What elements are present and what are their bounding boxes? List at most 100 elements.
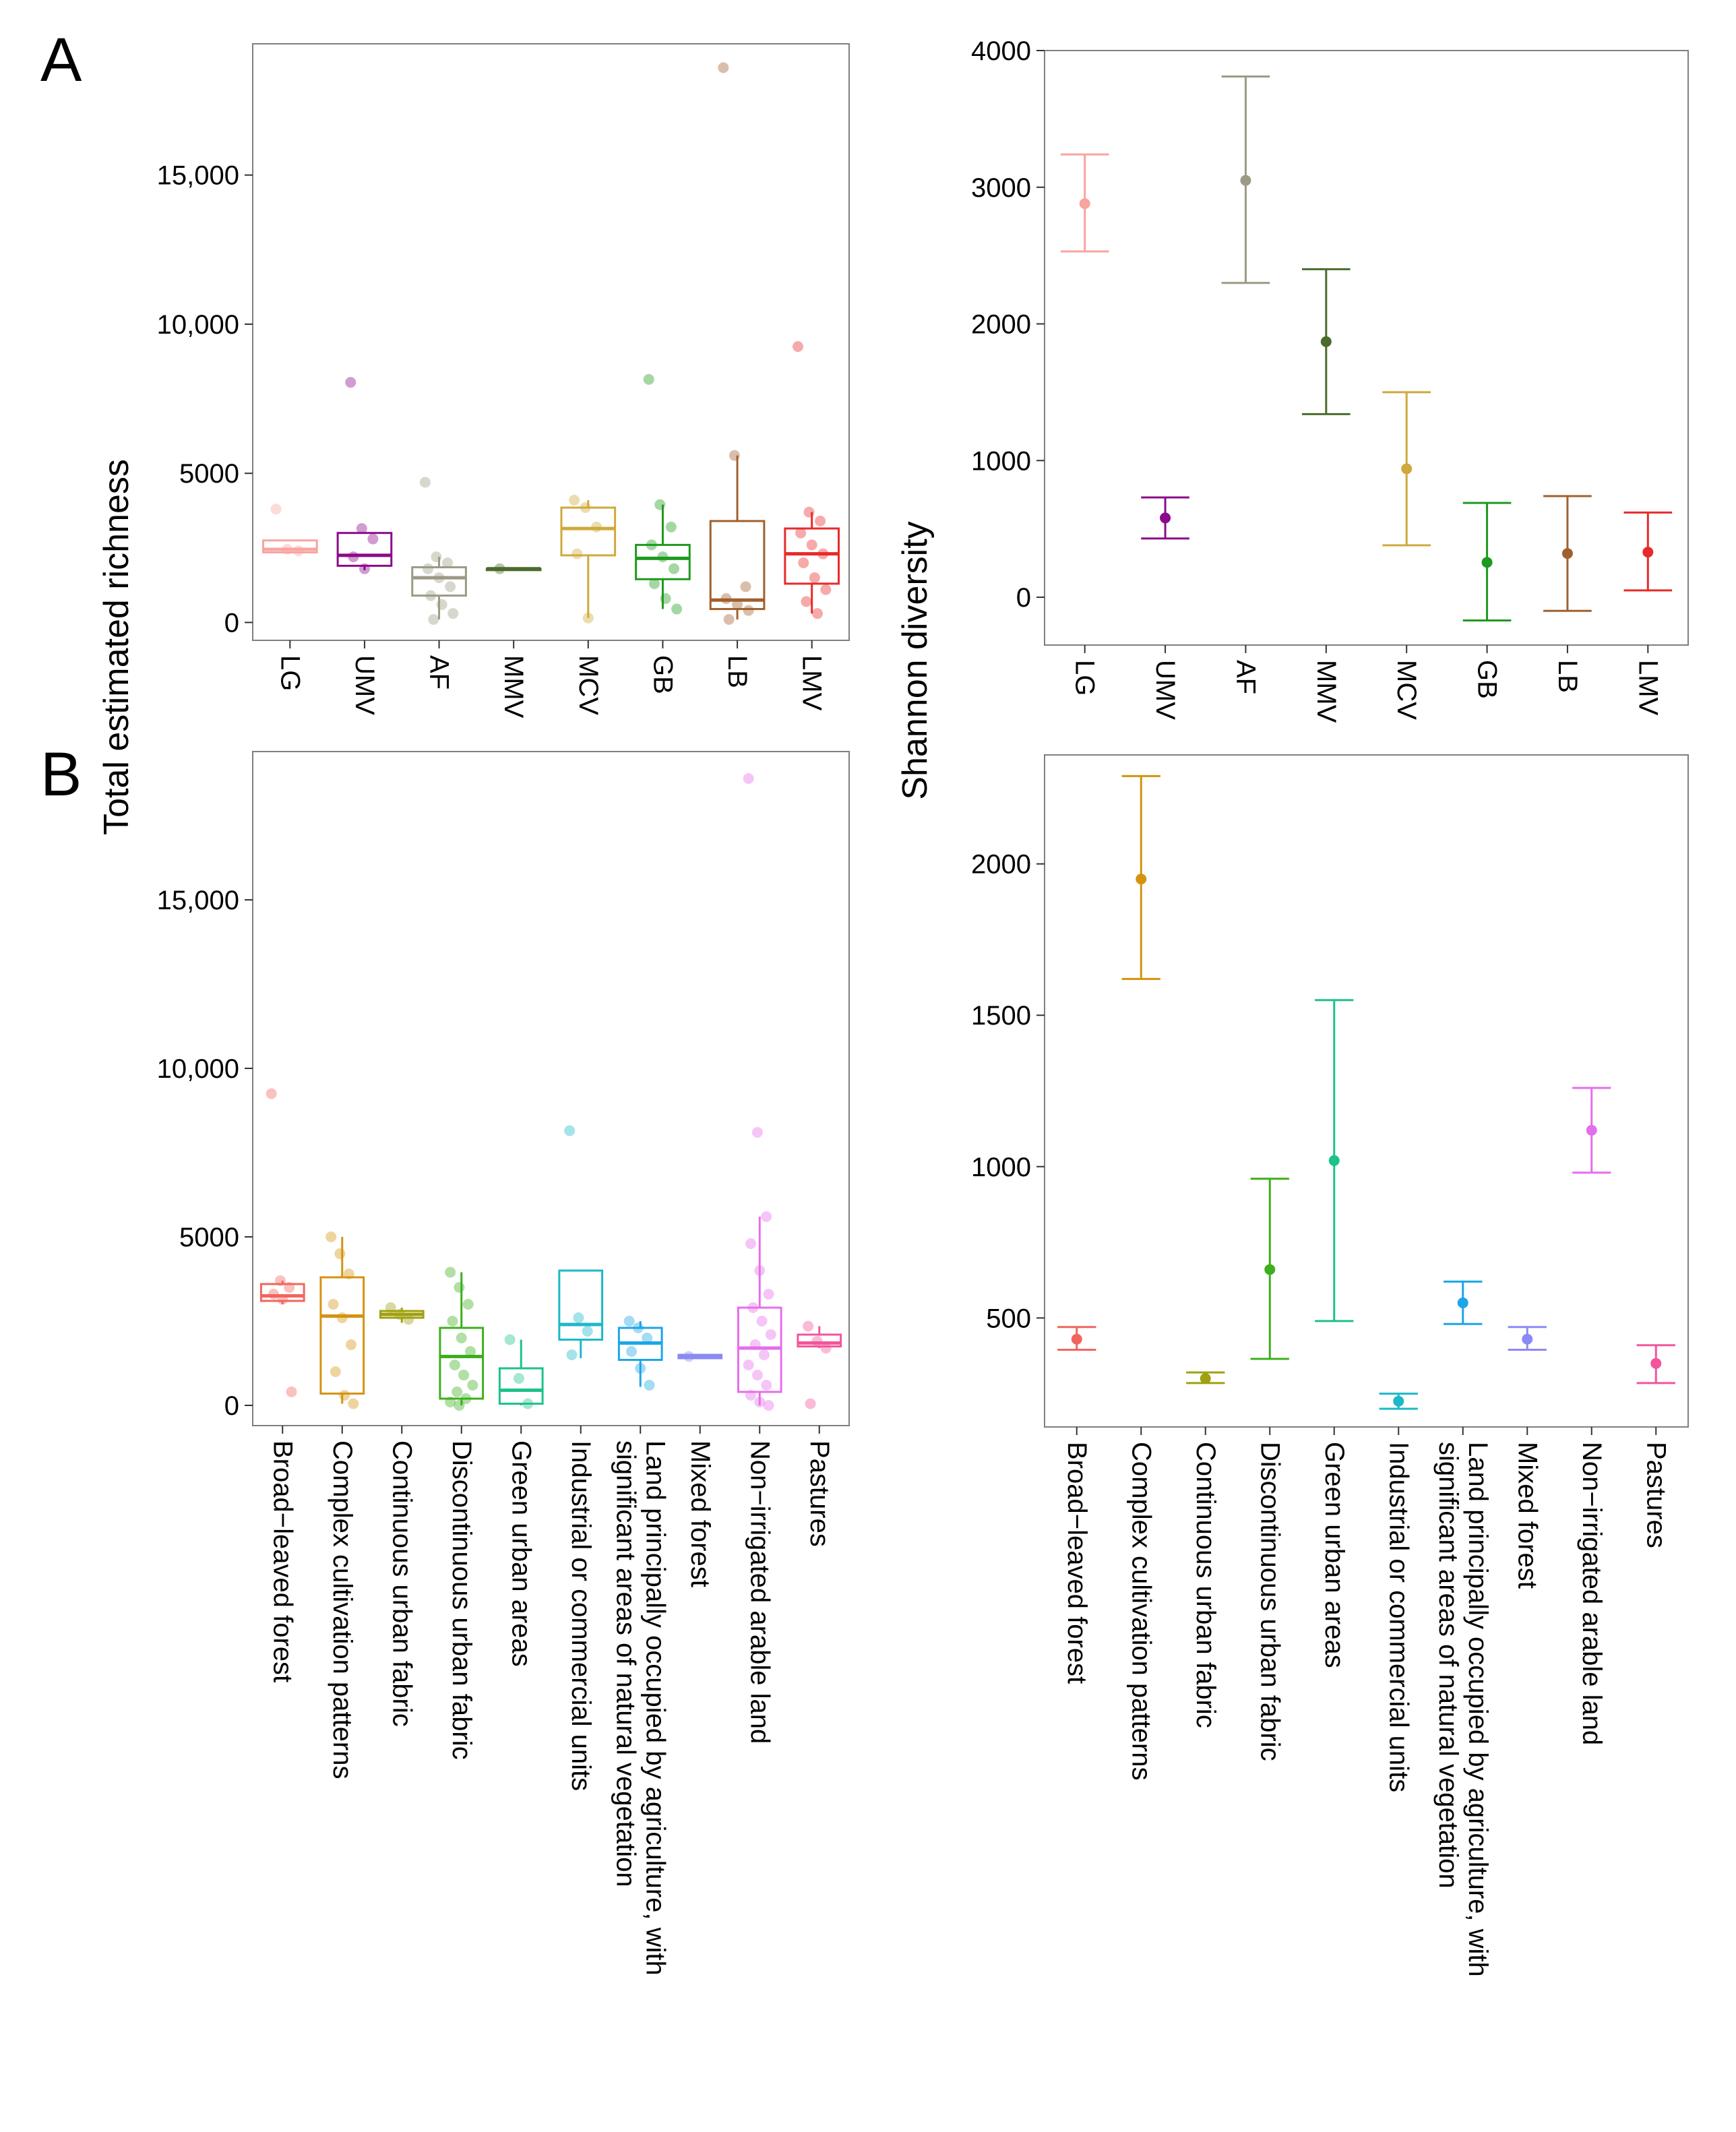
x-tick-label-line: AF: [425, 655, 454, 690]
y-tick-label: 10,000: [157, 1054, 239, 1084]
data-point: [566, 1349, 578, 1360]
box-group: [617, 1316, 663, 1391]
x-tick-label: Industrial or commercial units: [1384, 1442, 1413, 1792]
data-point: [591, 521, 602, 532]
x-tick-label: Land principally occupied by agriculture…: [1433, 1442, 1493, 1977]
x-tick-label: Complex cultivation patterns: [328, 1440, 357, 1779]
box-body: [439, 1327, 485, 1400]
mean-point: [1586, 1124, 1597, 1136]
data-point: [657, 551, 669, 563]
box-group: [379, 1302, 425, 1325]
data-point: [803, 506, 815, 518]
x-tick-label-line: LB: [1553, 660, 1582, 693]
x-tick-label-line: LG: [275, 655, 305, 691]
data-point: [625, 1346, 637, 1357]
data-point: [632, 1322, 644, 1333]
data-point: [820, 1343, 832, 1353]
errorbar-group: [1221, 75, 1270, 284]
data-point: [345, 377, 356, 388]
data-point: [809, 572, 820, 584]
data-point: [763, 1289, 774, 1300]
box-group: [797, 1320, 842, 1409]
x-tick-label: LB: [722, 655, 752, 688]
y-tick-label: 15,000: [157, 161, 239, 191]
data-point: [649, 578, 660, 589]
box-body: [498, 1367, 544, 1405]
x-tick-label-line: MMV: [1311, 660, 1341, 723]
data-point: [763, 1400, 774, 1411]
x-tick-label-line: significant areas of natural vegetation: [1433, 1442, 1463, 1889]
data-point: [348, 551, 359, 563]
mean-point: [1393, 1395, 1404, 1407]
data-point: [454, 1282, 465, 1293]
data-point: [754, 1397, 766, 1407]
data-point: [456, 1333, 467, 1343]
errorbar-group: [1508, 1326, 1547, 1351]
mean-point: [1160, 512, 1171, 524]
x-tick-label-line: Mixed forest: [1512, 1442, 1542, 1589]
box-group: [259, 1088, 305, 1397]
data-point: [449, 1360, 460, 1370]
plot-frame: [1044, 754, 1689, 1428]
data-point: [792, 341, 803, 353]
x-tick-label-line: UMV: [350, 655, 379, 715]
x-tick-label-line: GB: [1472, 660, 1502, 699]
mean-point: [1136, 874, 1147, 885]
data-point: [660, 593, 671, 605]
data-point: [801, 596, 812, 607]
mean-point: [1522, 1333, 1533, 1345]
errorbar-group: [1623, 511, 1673, 592]
mean-point: [1079, 198, 1090, 210]
panel-label-b: B: [40, 740, 82, 809]
errorbar-group: [1462, 501, 1512, 622]
x-tick-label: Non−irrigated arable land: [1577, 1442, 1607, 1745]
x-tick-label: MMV: [499, 655, 528, 719]
data-point: [751, 1127, 763, 1138]
data-point: [336, 1312, 348, 1323]
data-point: [504, 1334, 516, 1345]
data-point: [462, 1299, 474, 1310]
data-point: [334, 1248, 346, 1259]
data-point: [277, 1293, 288, 1305]
x-tick-label-line: Pastures: [1641, 1442, 1671, 1548]
x-tick-label-line: MMV: [499, 655, 528, 719]
box-body: [261, 539, 318, 553]
x-tick-label-line: significant areas of natural vegetation: [611, 1440, 640, 1887]
data-point: [268, 1289, 279, 1300]
box-group: [737, 773, 782, 1411]
errorbar-group: [1060, 153, 1109, 253]
x-axis: LG UMV AF MMV MCV GB LB LMV: [1070, 645, 1663, 723]
data-point: [343, 1269, 354, 1279]
data-point: [669, 563, 680, 574]
box-group: [319, 1231, 365, 1409]
x-tick-label: Continuous urban fabric: [1191, 1442, 1220, 1728]
x-tick-label-line: Complex cultivation patterns: [1126, 1442, 1156, 1780]
data-point: [460, 1393, 472, 1404]
x-tick-label: Mixed forest: [1512, 1442, 1542, 1589]
mean-point: [1240, 175, 1251, 186]
x-tick-label: Continuous urban fabric: [387, 1440, 416, 1727]
x-tick-label-line: MCV: [1392, 660, 1421, 720]
mean-point: [1320, 336, 1332, 347]
errorbar-group: [1572, 1087, 1611, 1174]
x-tick-label-line: MCV: [574, 655, 603, 715]
x-tick-label: Broad−leaved forest: [268, 1440, 297, 1682]
data-point: [422, 563, 433, 574]
data-point: [683, 1351, 695, 1362]
box-body: [319, 1276, 365, 1395]
x-tick-label-line: Industrial or commercial units: [1384, 1442, 1413, 1792]
data-point: [740, 581, 751, 592]
y-axis: 0 5000 10,000 15,000: [157, 886, 253, 1421]
box-group: [560, 495, 617, 623]
data-point: [654, 499, 666, 510]
mean-point: [1200, 1373, 1211, 1384]
box-group: [709, 62, 766, 626]
data-point: [732, 599, 743, 610]
x-tick-label-line: Green urban areas: [1320, 1442, 1349, 1668]
y-tick-label: 2000: [971, 850, 1031, 880]
data-point: [270, 504, 282, 515]
data-point: [447, 1316, 458, 1327]
x-tick-label: AF: [425, 655, 454, 690]
x-axis: Broad−leaved forest Complex cultivation p…: [1062, 1427, 1671, 1977]
data-point: [522, 1398, 534, 1409]
